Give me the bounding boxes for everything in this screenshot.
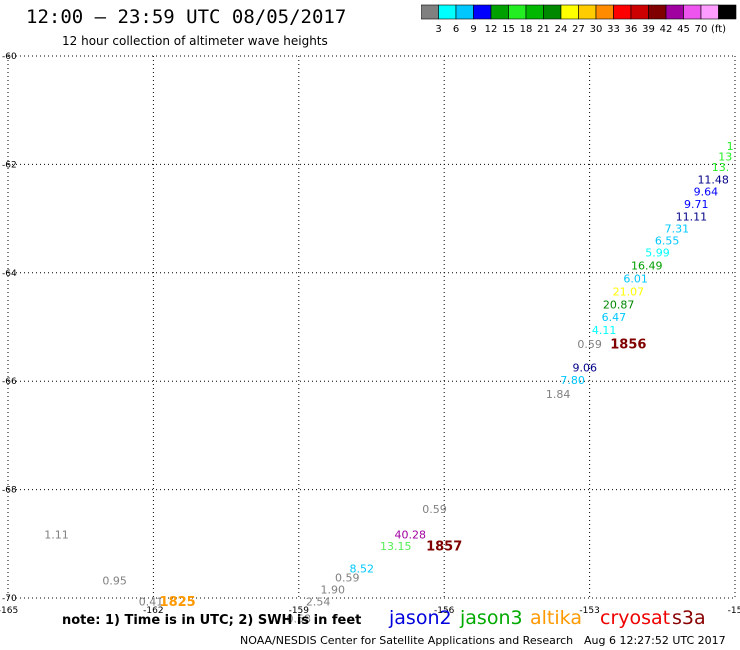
colorbar-label: 70	[695, 24, 708, 35]
wave-height-point: 13.	[712, 161, 730, 174]
wave-height-point: 4.11	[592, 324, 617, 337]
wave-height-point: 0.59	[335, 571, 360, 584]
colorbar-label: 9	[470, 24, 476, 35]
satellite-legend-jason3: jason3	[460, 607, 523, 629]
wave-height-point: 13	[718, 150, 732, 163]
x-tick-label: -162	[143, 606, 163, 616]
wave-height-point: 1.84	[546, 388, 571, 401]
colorbar-label: 39	[642, 24, 655, 35]
wave-height-point: 5.99	[645, 246, 670, 259]
chart-subtitle: 12 hour collection of altimeter wave hei…	[62, 34, 328, 48]
pass-time-label: 1857	[426, 540, 462, 555]
y-tick-label: -62	[2, 160, 17, 170]
satellite-legend-cryosat: cryosat	[600, 607, 671, 629]
x-tick-label: -15	[728, 606, 740, 616]
wave-height-point: 1.90	[320, 583, 345, 596]
colorbar-label: 45	[677, 24, 690, 35]
x-tick-label: -165	[0, 606, 18, 616]
wave-height-point: 0.95	[102, 575, 127, 588]
satellite-legend-jason2: jason2	[389, 607, 452, 629]
wave-height-point: 16.49	[631, 259, 663, 272]
colorbar-label: 12	[485, 24, 498, 35]
wave-height-point: 0.59	[422, 503, 447, 516]
colorbar-label: 24	[555, 24, 568, 35]
wave-height-point: 1.11	[44, 529, 69, 542]
wave-height-point: 9.64	[694, 186, 719, 199]
footer-note: note: 1) Time is in UTC; 2) SWH is in fe…	[62, 613, 362, 628]
colorbar-label: 42	[660, 24, 673, 35]
wave-height-point: 0.41	[139, 595, 164, 608]
wave-height-point: 20.87	[603, 298, 635, 311]
color-legend: 3 6 9 12 15 18 21 24 27 30 33 36 39 42 45 70 (ft)	[421, 4, 737, 35]
colorbar-label: (ft)	[711, 24, 726, 35]
wave-height-point: 7.80	[560, 374, 585, 387]
x-tick-label: -159	[289, 606, 310, 616]
y-tick-label: -64	[2, 269, 17, 279]
pass-time-label: 1856	[610, 337, 646, 352]
colorbar-label: 6	[453, 24, 459, 35]
wave-height-point: 11.48	[697, 174, 729, 187]
x-tick-label: -153	[579, 606, 599, 616]
wave-height-point: 40.28	[395, 529, 427, 542]
wave-height-point: 11.11	[676, 211, 708, 224]
wave-height-point: 2.54	[306, 595, 331, 608]
colorbar-label: 36	[625, 24, 638, 35]
wave-height-point: 7.31	[665, 222, 690, 235]
colorbar-label: 15	[502, 24, 515, 35]
generation-timestamp: Aug 6 12:27:52 UTC 2017	[584, 634, 726, 647]
satellite-legend-s3a: s3a	[672, 607, 706, 629]
wave-height-point: 21.07	[613, 285, 645, 298]
colorbar-label: 30	[590, 24, 603, 35]
colorbar-label: 33	[607, 24, 620, 35]
credit-line: NOAA/NESDIS Center for Satellite Applica…	[240, 634, 574, 647]
pass-time-label: 1825	[160, 595, 196, 610]
wave-height-point: 9.71	[684, 198, 709, 211]
wave-height-point: 6.47	[602, 311, 627, 324]
wave-height-point: 13.15	[380, 540, 412, 553]
x-tick-label: -156	[434, 606, 455, 616]
y-tick-label: -66	[2, 377, 17, 387]
wave-height-point: 6.55	[655, 234, 680, 247]
wave-height-point: 9.06	[573, 362, 598, 375]
wave-height-point: 1	[727, 140, 734, 153]
chart-title: 12:00 – 23:59 UTC 08/05/2017	[26, 6, 347, 28]
colorbar-swatch	[718, 4, 737, 20]
wave-height-point: 8.52	[350, 562, 375, 575]
satellite-legend-altika: altika	[530, 607, 582, 629]
y-tick-label: -60	[2, 52, 17, 62]
colorbar-label: 27	[572, 24, 585, 35]
colorbar-label: 21	[537, 24, 550, 35]
colorbar-label: 3	[435, 24, 441, 35]
wave-height-point: 0.58	[287, 613, 312, 626]
y-tick-label: -68	[2, 486, 17, 496]
wave-height-point: 0.59	[577, 338, 602, 351]
y-tick-label: -70	[2, 594, 17, 604]
wave-height-point: 6.01	[623, 272, 648, 285]
colorbar-label: 18	[520, 24, 533, 35]
